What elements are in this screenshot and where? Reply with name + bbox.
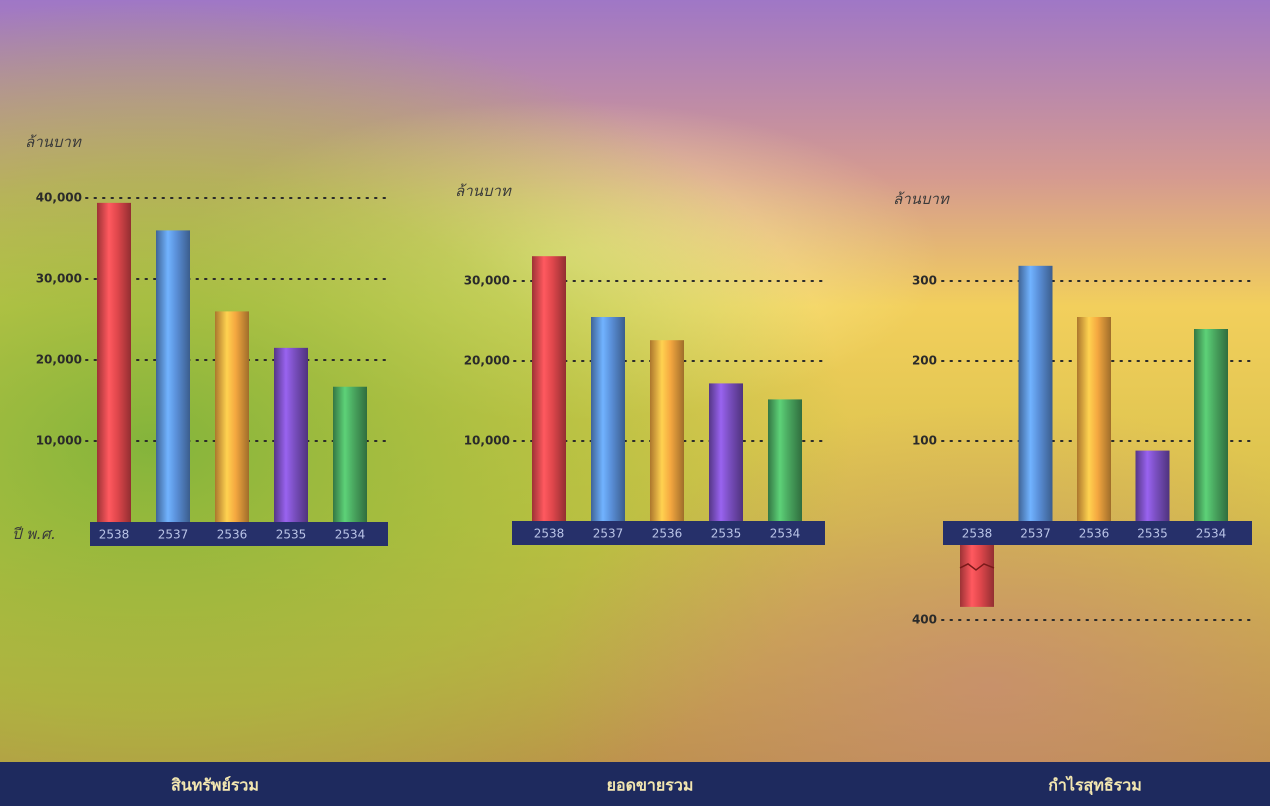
bar xyxy=(1018,265,1053,521)
x-tick-label: 2538 xyxy=(962,527,993,541)
x-tick-label: 2538 xyxy=(99,528,130,542)
y-axis-label: ล้านบาท xyxy=(25,133,82,151)
y-tick-label: 20,000 xyxy=(464,354,510,368)
bar xyxy=(1135,450,1170,521)
x-tick-label: 2536 xyxy=(1079,527,1110,541)
x-tick-label: 2537 xyxy=(1020,527,1051,541)
x-tick-label: 2536 xyxy=(217,528,248,542)
y-tick-label: 20,000 xyxy=(36,353,82,367)
x-tick-label: 2535 xyxy=(711,527,742,541)
bar xyxy=(768,399,802,521)
y-tick-label: 400 xyxy=(912,613,937,627)
bar xyxy=(1077,317,1111,521)
bar xyxy=(156,230,190,522)
x-tick-label: 2537 xyxy=(593,527,624,541)
x-tick-label: 2538 xyxy=(534,527,565,541)
chart-title: ยอดขายรวม xyxy=(607,776,694,795)
y-axis-label: ล้านบาท xyxy=(455,182,512,200)
x-tick-label: 2536 xyxy=(652,527,683,541)
x-axis-strip xyxy=(943,521,1252,545)
bar xyxy=(274,347,308,522)
bar xyxy=(215,311,249,522)
x-tick-label: 2537 xyxy=(158,528,189,542)
x-axis-label: ปี พ.ศ. xyxy=(12,525,55,543)
x-tick-label: 2535 xyxy=(1137,527,1168,541)
x-axis-strip xyxy=(90,522,388,546)
x-tick-label: 2534 xyxy=(770,527,801,541)
x-tick-label: 2535 xyxy=(276,528,307,542)
chart-title: กำไรสุทธิรวม xyxy=(1048,776,1142,796)
y-tick-label: 40,000 xyxy=(36,191,82,205)
y-tick-label: 200 xyxy=(912,354,937,368)
bar xyxy=(1194,329,1228,521)
y-axis-label: ล้านบาท xyxy=(893,190,950,208)
y-tick-label: 100 xyxy=(912,434,937,448)
title-band xyxy=(0,762,1270,806)
y-tick-label: 30,000 xyxy=(36,272,82,286)
axis-break xyxy=(959,563,995,571)
y-tick-label: 30,000 xyxy=(464,274,510,288)
y-tick-label: 10,000 xyxy=(36,434,82,448)
bar xyxy=(532,256,566,521)
bar xyxy=(709,383,743,521)
bar xyxy=(97,202,131,523)
x-axis-strip xyxy=(512,521,825,545)
chart-title: สินทรัพย์รวม xyxy=(171,776,259,795)
y-tick-label: 10,000 xyxy=(464,434,510,448)
y-tick-label: 300 xyxy=(912,274,937,288)
x-tick-label: 2534 xyxy=(1196,527,1227,541)
bar xyxy=(591,317,625,521)
bar xyxy=(650,340,684,521)
bar xyxy=(960,545,994,607)
charts: ล้านบาท 10,000 20,000 30,000 40,000 2538 2537 2… xyxy=(12,133,1257,796)
x-tick-label: 2534 xyxy=(335,528,366,542)
bar xyxy=(333,386,367,522)
